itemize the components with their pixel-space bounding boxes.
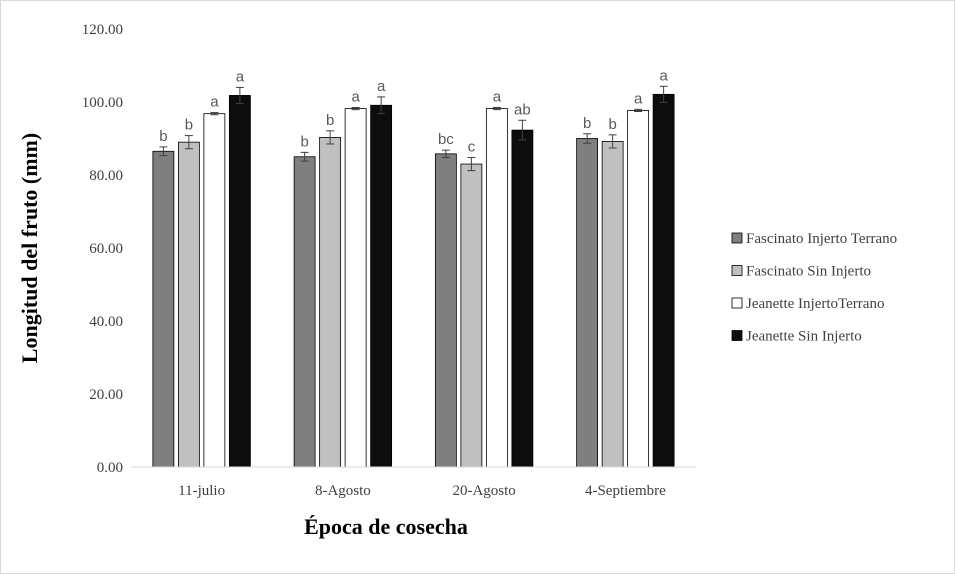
bar [177, 141, 200, 468]
bar [203, 113, 226, 468]
legend-item: Jeanette InjertoTerrano [731, 296, 884, 312]
error-bar [184, 135, 193, 150]
error-bar [634, 108, 643, 112]
bar [228, 95, 251, 468]
error-bar [583, 133, 592, 144]
significance-label: a [659, 67, 668, 84]
y-tick-label: 100.00 [82, 95, 123, 111]
bar [627, 109, 650, 468]
y-axis-title: Longitud del fruto (mm) [17, 133, 42, 363]
error-bar [441, 149, 450, 158]
bar [344, 108, 367, 468]
legend-label: Fascinato Injerto Terrano [746, 231, 897, 247]
bar [511, 129, 534, 468]
significance-label: b [159, 128, 167, 145]
legend-label: Jeanette InjertoTerrano [746, 296, 884, 312]
error-bar [492, 106, 501, 111]
y-tick-label: 20.00 [89, 387, 123, 403]
error-bar [210, 112, 219, 116]
bar [370, 104, 393, 468]
significance-label: a [634, 90, 643, 107]
bar [152, 150, 175, 468]
bar [293, 156, 316, 468]
legend-label: Jeanette Sin Injerto [746, 329, 862, 345]
bar [485, 108, 508, 468]
error-bar [377, 96, 386, 115]
legend-label: Fascinato Sin Injerto [746, 264, 871, 280]
x-tick-label: 8-Agosto [315, 483, 371, 499]
significance-label: a [493, 88, 502, 105]
legend-item: Fascinato Sin Injerto [731, 264, 871, 280]
legend-swatch [731, 232, 743, 244]
x-tick-label: 20-Agosto [452, 483, 515, 499]
y-tick-label: 40.00 [89, 314, 123, 330]
significance-label: b [300, 133, 308, 150]
bar [434, 153, 457, 468]
x-axis-ticks: 11-julio 8-Agosto 20-Agosto 4-Septiembre [178, 483, 666, 499]
legend-swatch [731, 265, 743, 276]
error-bar [235, 86, 244, 104]
bar [601, 141, 624, 468]
y-tick-label: 60.00 [89, 241, 123, 257]
bar [319, 137, 342, 468]
error-bar [300, 151, 309, 162]
x-axis-title: Época de cosecha [304, 514, 468, 539]
significance-label: c [468, 138, 476, 155]
significance-label: a [351, 88, 360, 105]
significance-label: b [583, 115, 591, 132]
y-tick-label: 0.00 [97, 460, 123, 476]
y-tick-label: 120.00 [82, 22, 123, 38]
legend-item: Jeanette Sin Injerto [731, 329, 862, 345]
legend-item: Fascinato Injerto Terrano [731, 231, 897, 247]
bar [652, 93, 675, 468]
significance-label: a [210, 94, 219, 111]
significance-label: b [326, 112, 334, 129]
bar [576, 138, 599, 468]
y-axis-ticks: 0.00 20.00 40.00 60.00 80.00 100.00 120.00 [82, 22, 123, 476]
significance-label: a [236, 68, 245, 85]
x-tick-label: 4-Septiembre [585, 483, 666, 499]
error-bar [467, 156, 476, 172]
y-tick-label: 80.00 [89, 168, 123, 184]
legend-swatch [731, 297, 743, 309]
bar [460, 163, 483, 468]
legend-swatch [731, 330, 743, 341]
significance-label: a [377, 78, 386, 95]
error-bar [518, 119, 527, 141]
error-bar [608, 134, 617, 149]
legend: Fascinato Injerto Terrano Fascinato Sin I… [731, 231, 897, 345]
error-bar [351, 106, 360, 111]
significance-label: b [608, 116, 616, 133]
significance-label: ab [514, 101, 531, 118]
error-bar [326, 130, 335, 145]
x-tick-label: 11-julio [178, 483, 225, 499]
significance-label: b [185, 117, 193, 134]
significance-label: bc [438, 131, 454, 148]
error-bar [159, 146, 168, 157]
error-bar [659, 85, 668, 103]
